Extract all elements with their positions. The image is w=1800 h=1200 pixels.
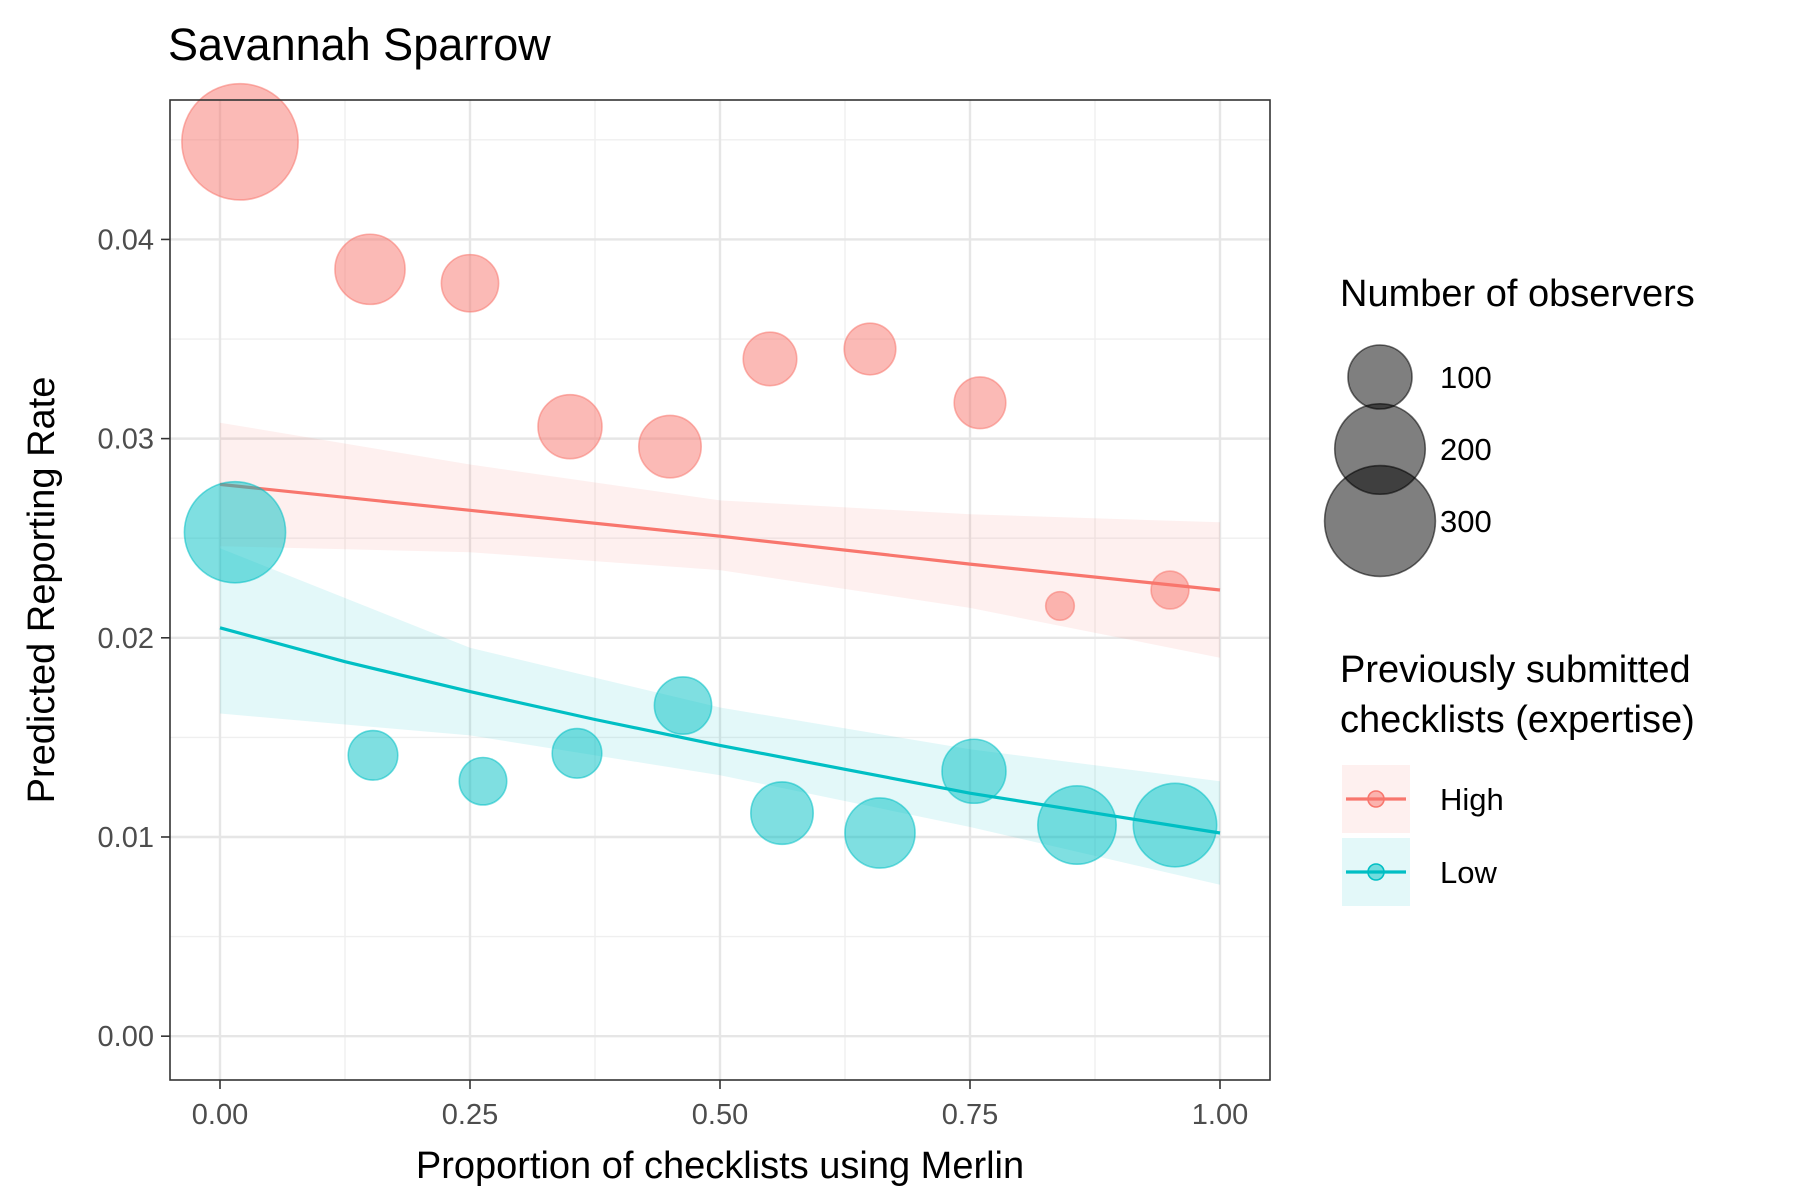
legend: Number of observers 100 200 300 Previously… <box>1323 273 1695 906</box>
point-high <box>638 414 702 479</box>
y-tick-label: 0.03 <box>98 424 154 456</box>
size-legend-label: 300 <box>1440 504 1492 539</box>
color-legend-key-point <box>1367 863 1385 881</box>
size-legend-circle <box>1347 344 1413 410</box>
point-high <box>537 393 603 460</box>
point-high <box>181 82 299 201</box>
color-legend-entries: High Low <box>1342 765 1504 906</box>
plot-area <box>169 82 1271 1081</box>
point-low <box>844 797 916 869</box>
point-low <box>551 727 603 779</box>
size-legend-label: 100 <box>1440 360 1492 395</box>
point-low <box>1037 785 1117 866</box>
data-points <box>181 82 1218 869</box>
size-legend-entries: 100 200 300 <box>1323 344 1492 578</box>
point-low <box>458 756 508 806</box>
x-tick-label: 0.25 <box>442 1099 498 1131</box>
y-axis-title: Predicted Reporting Rate <box>21 377 63 804</box>
color-legend-title-line-2: checklists (expertise) <box>1340 699 1695 741</box>
point-low <box>347 729 399 781</box>
color-legend-label: Low <box>1440 855 1497 890</box>
point-low <box>653 676 713 735</box>
y-tick-label: 0.02 <box>98 623 154 655</box>
color-legend-title-line-1: Previously submitted <box>1340 649 1691 691</box>
point-high <box>843 322 897 376</box>
point-high <box>334 233 406 306</box>
point-high <box>1150 570 1190 610</box>
x-axis-title: Proportion of checklists using Merlin <box>416 1145 1024 1187</box>
size-legend-circle <box>1323 464 1437 578</box>
color-legend-label: High <box>1440 782 1504 817</box>
x-tick-label: 1.00 <box>1192 1099 1248 1131</box>
point-high <box>742 331 798 387</box>
point-low <box>941 738 1007 805</box>
point-low <box>183 480 287 584</box>
point-high <box>1044 590 1076 622</box>
color-legend-key-point <box>1367 790 1385 808</box>
size-legend-label: 200 <box>1440 432 1492 467</box>
point-low <box>1132 782 1218 868</box>
x-tick-label: 0.75 <box>942 1099 998 1131</box>
x-tick-label: 0.00 <box>192 1099 248 1131</box>
size-legend-title: Number of observers <box>1340 273 1695 315</box>
point-high <box>440 253 500 313</box>
y-tick-label: 0.00 <box>98 1021 154 1053</box>
y-tick-label: 0.01 <box>98 822 154 854</box>
y-tick-label: 0.04 <box>98 224 154 256</box>
y-axis: 0.00 0.01 0.02 0.03 0.04 <box>98 224 170 1053</box>
x-tick-label: 0.50 <box>692 1099 748 1131</box>
fit-line-high <box>219 482 1221 592</box>
ribbon-high <box>220 422 1220 658</box>
point-high <box>953 376 1007 430</box>
x-axis: 0.00 0.25 0.50 0.75 1.00 <box>192 1080 1248 1131</box>
point-low <box>750 781 814 846</box>
chart-title: Savannah Sparrow <box>168 19 551 70</box>
